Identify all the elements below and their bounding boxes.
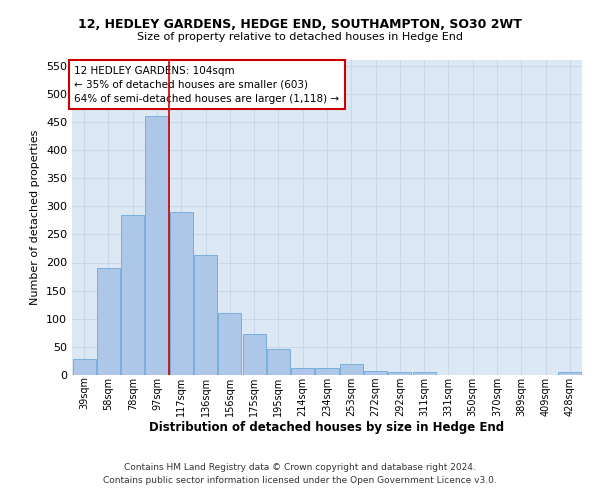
- Bar: [316, 368, 338, 375]
- Bar: [170, 212, 193, 375]
- Bar: [194, 255, 217, 375]
- Bar: [267, 349, 290, 375]
- Bar: [73, 359, 95, 375]
- Bar: [121, 214, 144, 375]
- Text: Contains HM Land Registry data © Crown copyright and database right 2024.: Contains HM Land Registry data © Crown c…: [124, 464, 476, 472]
- Bar: [145, 116, 169, 375]
- Bar: [388, 372, 412, 375]
- Y-axis label: Number of detached properties: Number of detached properties: [31, 130, 40, 305]
- Text: Size of property relative to detached houses in Hedge End: Size of property relative to detached ho…: [137, 32, 463, 42]
- Bar: [218, 313, 241, 375]
- Text: Contains public sector information licensed under the Open Government Licence v3: Contains public sector information licen…: [103, 476, 497, 485]
- Bar: [364, 370, 387, 375]
- X-axis label: Distribution of detached houses by size in Hedge End: Distribution of detached houses by size …: [149, 422, 505, 434]
- Bar: [340, 364, 363, 375]
- Text: 12, HEDLEY GARDENS, HEDGE END, SOUTHAMPTON, SO30 2WT: 12, HEDLEY GARDENS, HEDGE END, SOUTHAMPT…: [78, 18, 522, 30]
- Bar: [242, 334, 266, 375]
- Text: 12 HEDLEY GARDENS: 104sqm
← 35% of detached houses are smaller (603)
64% of semi: 12 HEDLEY GARDENS: 104sqm ← 35% of detac…: [74, 66, 340, 104]
- Bar: [559, 372, 581, 375]
- Bar: [413, 372, 436, 375]
- Bar: [291, 368, 314, 375]
- Bar: [97, 268, 120, 375]
